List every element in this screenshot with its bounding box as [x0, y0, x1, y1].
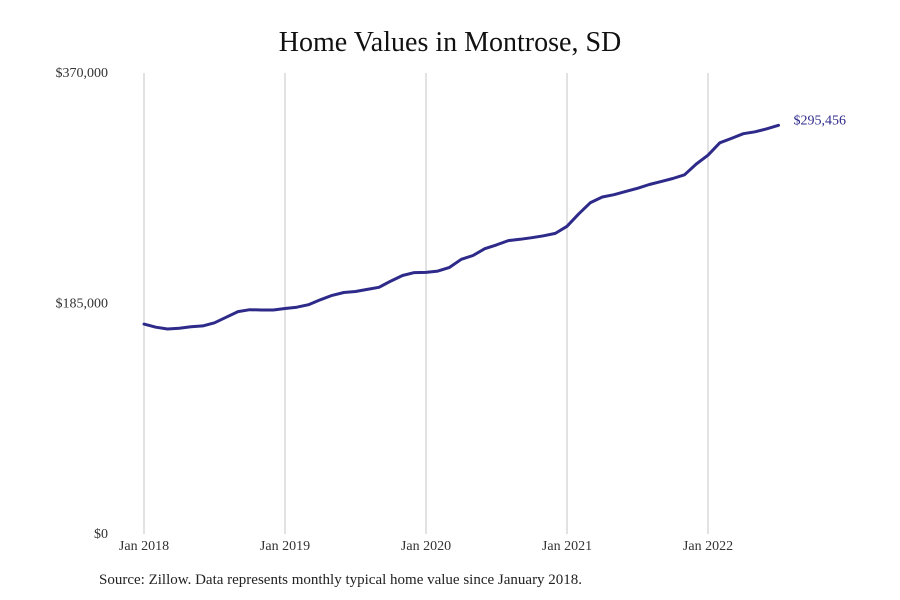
- series-line: [142, 123, 780, 331]
- series-group: [142, 123, 780, 331]
- source-note: Source: Zillow. Data represents monthly …: [99, 572, 583, 588]
- chart-title: Home Values in Montrose, SD: [278, 27, 622, 58]
- gridlines: [143, 73, 709, 534]
- x-tick-label: Jan 2022: [683, 539, 733, 554]
- y-tick-label: $0: [94, 527, 108, 542]
- y-axis-tick-labels: $0 $185,000 $370,000: [56, 66, 109, 542]
- x-tick-label: Jan 2020: [401, 539, 451, 554]
- x-tick-label: Jan 2019: [260, 539, 310, 554]
- x-tick-label: Jan 2018: [119, 539, 169, 554]
- data-labels: $295,456: [794, 113, 847, 128]
- x-tick-label: Jan 2021: [542, 539, 592, 554]
- y-tick-label: $185,000: [56, 297, 109, 312]
- y-tick-label: $370,000: [56, 66, 109, 81]
- end-value-label: $295,456: [794, 113, 847, 128]
- x-axis-tick-labels: Jan 2018 Jan 2019 Jan 2020 Jan 2021 Jan 2022: [119, 539, 733, 554]
